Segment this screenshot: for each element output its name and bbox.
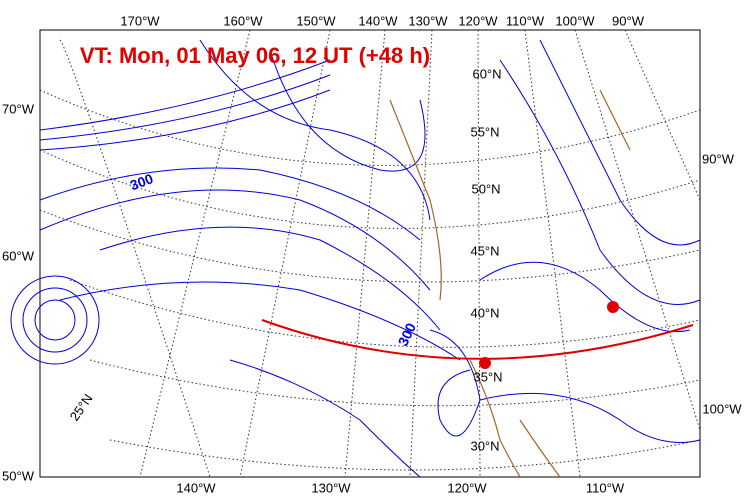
longitude-label: 100°W: [702, 401, 742, 416]
longitude-label: 140°W: [176, 480, 216, 495]
trajectory: [261, 319, 694, 360]
longitude-label: 50°W: [2, 468, 35, 483]
longitude-label: 120°W: [458, 13, 498, 28]
latitude-label: 50°N: [471, 181, 500, 196]
longitude-label: 130°W: [408, 13, 448, 28]
latitude-label: 45°N: [470, 243, 499, 258]
longitude-label: 110°W: [506, 13, 545, 28]
longitude-label: 100°W: [555, 13, 595, 28]
longitude-label: 140°W: [358, 13, 398, 28]
latitude-label: 30°N: [470, 438, 499, 453]
graticule: [39, 29, 701, 478]
map-title: VT: Mon, 01 May 06, 12 UT (+48 h): [80, 43, 430, 68]
contours: [10, 39, 701, 478]
latitude-label: 35°N: [473, 369, 502, 384]
point-marker: [607, 301, 619, 313]
coastline: [389, 89, 631, 478]
longitude-label: 90°W: [612, 13, 645, 28]
point-marker: [479, 357, 491, 369]
longitude-label: 150°W: [296, 13, 336, 28]
longitude-label: 120°W: [447, 480, 487, 495]
longitude-label: 130°W: [311, 480, 351, 495]
latitude-label: 40°N: [470, 305, 499, 320]
map-frame: [39, 29, 701, 478]
longitude-label: 60°W: [2, 248, 35, 263]
contour-label: 300: [128, 170, 156, 193]
latitude-label: 60°N: [472, 66, 501, 81]
longitude-label: 110°W: [586, 480, 625, 495]
longitude-label: 70°W: [2, 101, 35, 116]
longitude-label: 170°W: [120, 13, 160, 28]
longitude-label: 90°W: [702, 151, 735, 166]
longitude-label: 160°W: [223, 13, 263, 28]
latitude-label: 55°N: [470, 124, 499, 139]
